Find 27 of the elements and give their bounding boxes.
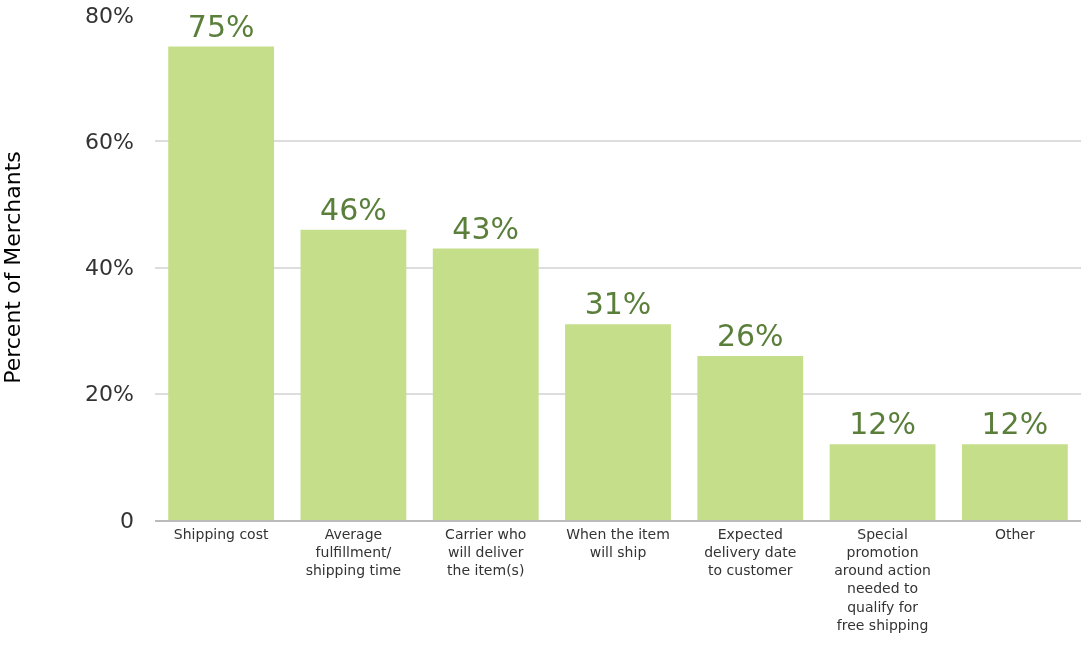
y-tick-label: 80% — [85, 2, 134, 28]
bar — [300, 229, 407, 520]
y-tick-label: 0 — [120, 507, 134, 533]
data-label: 43% — [452, 210, 520, 246]
y-tick-label: 60% — [85, 128, 134, 154]
bar — [432, 248, 539, 520]
y-axis-title: Percent of Merchants — [0, 151, 25, 384]
data-label: 31% — [584, 286, 652, 322]
data-label: 46% — [320, 191, 387, 227]
x-tick-label: Special promotion around action needed to qualify for free shipping — [834, 525, 931, 633]
y-tick-label: 40% — [85, 255, 134, 281]
data-label: 26% — [716, 317, 784, 353]
x-tick-label: Expected delivery date to customer — [704, 525, 797, 579]
bar — [829, 444, 936, 520]
x-tick-label: Other — [994, 525, 1035, 542]
bar — [961, 444, 1068, 520]
bar — [697, 355, 804, 520]
x-tick-label: When the item will ship — [566, 525, 670, 560]
bar — [168, 46, 275, 520]
bar — [565, 324, 671, 520]
x-tick-label: Average fulfillment/ shipping time — [305, 525, 402, 579]
y-tick-label: 20% — [85, 381, 134, 407]
x-tick-label: Carrier who will deliver the item(s) — [445, 525, 527, 579]
data-label: 75% — [187, 8, 255, 44]
x-tick-label: Shipping cost — [173, 525, 269, 542]
data-label: 12% — [981, 406, 1049, 442]
data-label: 12% — [849, 406, 916, 442]
